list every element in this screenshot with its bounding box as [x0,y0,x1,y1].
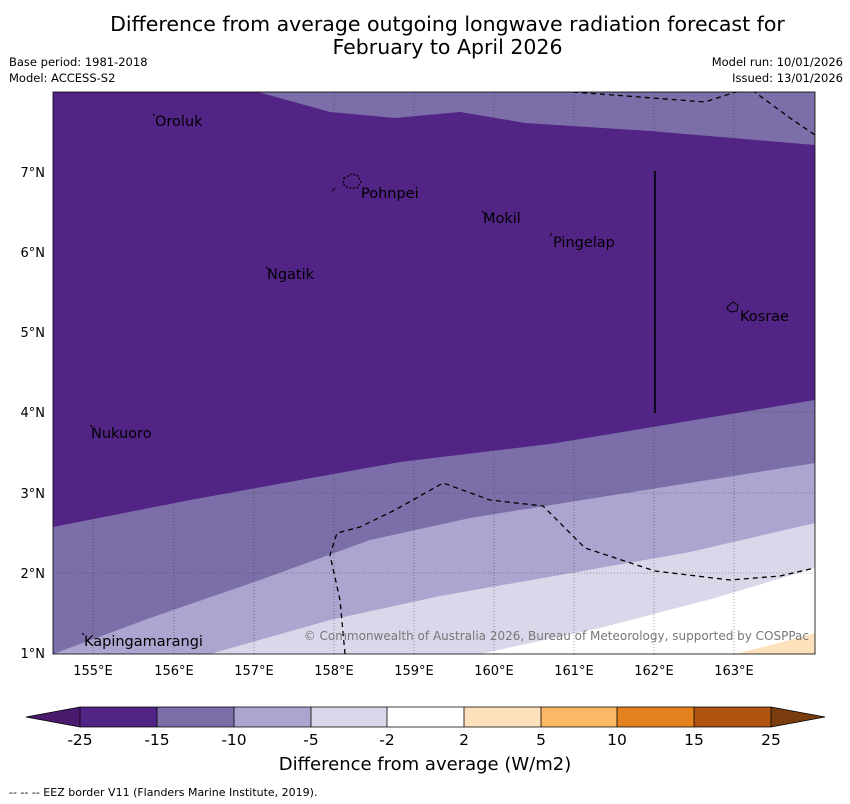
colorbar-swatch [694,707,771,727]
gridlines [53,92,815,654]
lat-tick-label: 4°N [21,406,46,421]
colorbar-title: Difference from average (W/m2) [278,754,572,775]
lat-tick-label: 5°N [21,326,46,341]
title-line-2: February to April 2026 [332,35,563,59]
longitude-axis: 155°E 156°E 157°E 158°E 159°E 160°E 161°… [73,664,754,679]
colorbar-extend-high [771,707,825,727]
place-label-pingelap: Pingelap [553,235,615,251]
place-label-pohnpei: Pohnpei [361,186,419,202]
lon-tick-label: 163°E [714,664,754,679]
colorbar-tick-label: 15 [684,731,704,749]
band-north-minus-15-to-10 [53,92,815,145]
map-plot-area: Oroluk Pohnpei Mokil Pingelap Ngatik Kos… [53,92,815,654]
lon-tick-label: 157°E [234,664,274,679]
colorbar-tick-label: -25 [67,731,92,749]
colorbar-swatch [311,707,387,727]
lon-tick-label: 158°E [314,664,354,679]
place-label-mokil: Mokil [483,211,521,227]
place-label-ngatik: Ngatik [267,267,315,283]
place-label-kapingamarangi: Kapingamarangi [84,634,203,650]
colorbar-swatch [617,707,694,727]
lat-tick-label: 2°N [21,567,46,582]
lon-tick-label: 162°E [634,664,674,679]
colorbar: -25 -15 -10 -5 -2 2 5 10 15 25 [25,706,826,749]
colorbar-swatch [234,707,311,727]
lon-tick-label: 159°E [394,664,434,679]
place-label-oroluk: Oroluk [155,114,203,130]
issued-date: Issued: 13/01/2026 [732,71,843,85]
colorbar-tick-label: -15 [144,731,169,749]
lon-tick-label: 160°E [474,664,514,679]
base-period: Base period: 1981-2018 [9,55,148,69]
lat-tick-label: 6°N [21,246,46,261]
colorbar-swatch [464,707,541,727]
pohnpei-islet-mark [331,187,336,192]
title-line-1: Difference from average outgoing longwav… [110,12,785,36]
colorbar-tick-label: -10 [221,731,246,749]
band-minus-2-to-2 [480,568,815,654]
eez-legend-note: -- -- -- EEZ border V11 (Flanders Marine… [9,786,318,799]
kosrae-island-outline [726,301,739,313]
model-run-date: Model run: 10/01/2026 [711,55,843,69]
model-name: Model: ACCESS-S2 [9,71,116,85]
colorbar-extend-low [26,707,80,727]
lat-tick-label: 3°N [21,487,46,502]
colorbar-swatch [157,707,234,727]
colorbar-tick-label: 25 [761,731,781,749]
colorbar-swatch [80,707,157,727]
map-frame [52,91,816,655]
colorbar-dividers [79,707,772,727]
band-2-to-5 [735,633,815,654]
copyright-notice: © Commonwealth of Australia 2026, Bureau… [304,629,809,643]
colorbar-tick-label: -5 [303,731,318,749]
colorbar-tick-label: 5 [536,731,546,749]
colorbar-swatch [387,707,464,727]
colorbar-tick-label: -2 [379,731,394,749]
colorbar-tick-label: 2 [459,731,469,749]
lat-tick-label: 1°N [21,647,46,662]
eez-border-south [329,482,815,654]
lon-tick-label: 161°E [554,664,594,679]
place-label-kosrae: Kosrae [740,309,789,325]
map-title: Difference from average outgoing longwav… [0,13,850,59]
colorbar-swatch [541,707,617,727]
lon-tick-label: 155°E [73,664,113,679]
colorbar-tick-label: 10 [607,731,627,749]
atoll-marks [81,113,553,636]
lat-tick-label: 7°N [21,166,46,181]
latitude-axis: 7°N 6°N 5°N 4°N 3°N 2°N 1°N [21,166,46,662]
pohnpei-island-outline [342,173,362,189]
lon-tick-label: 156°E [154,664,194,679]
eez-borders [329,92,815,654]
place-label-nukuoro: Nukuoro [91,426,152,442]
eez-border-north [572,92,815,136]
